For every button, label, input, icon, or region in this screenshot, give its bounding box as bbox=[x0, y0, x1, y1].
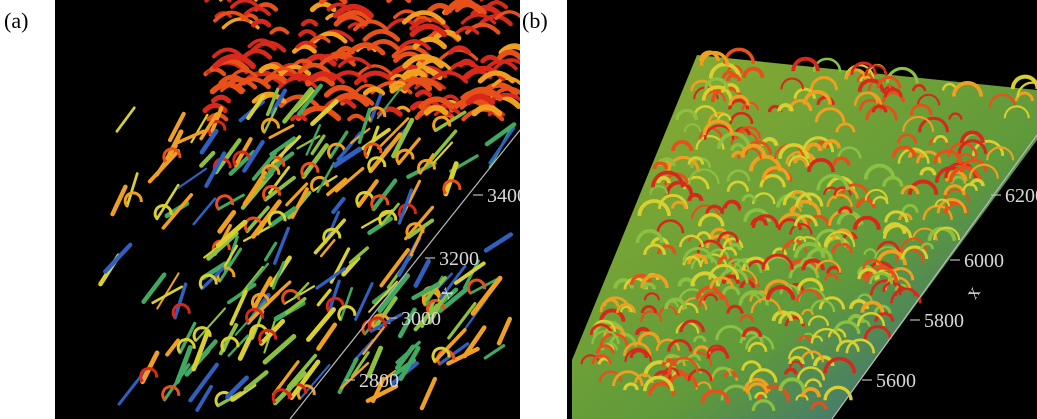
tick-label: 5800 bbox=[924, 310, 964, 332]
vortex bbox=[461, 62, 473, 65]
figure: (a) (b) 3400320030002800x 62006000580056… bbox=[0, 0, 1037, 419]
panel-b-image: 6200600058005600x bbox=[567, 0, 1037, 419]
tick-label: 2800 bbox=[359, 370, 399, 392]
tick-label: 6000 bbox=[964, 250, 1004, 272]
tick-label: 3400 bbox=[487, 185, 520, 207]
panel-a-image: 3400320030002800x bbox=[55, 0, 520, 419]
panel-label: (a) bbox=[4, 8, 28, 34]
tick-label: 6200 bbox=[1005, 185, 1037, 207]
tick-label: 3000 bbox=[401, 308, 441, 330]
tick-label: 5600 bbox=[876, 370, 916, 392]
tick-label: 3200 bbox=[439, 248, 479, 270]
panel-label: (b) bbox=[522, 8, 548, 34]
